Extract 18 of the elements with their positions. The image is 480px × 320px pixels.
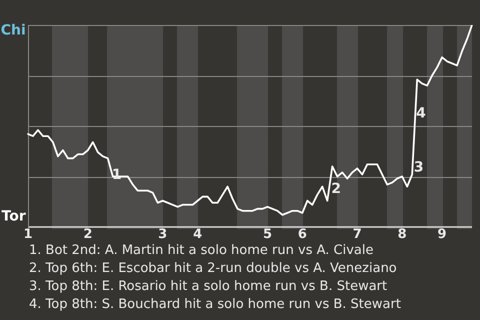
x-tick-label: 2 (83, 227, 92, 242)
x-tick-label: 8 (398, 227, 407, 242)
text: Tor (2, 208, 26, 225)
x-tick-label: 4 (193, 227, 202, 242)
annotation: 3 (414, 159, 424, 176)
text: 1. Bot 2nd: A. Martin hit a solo home run vs A. Civale (29, 242, 374, 260)
x-tick-label: 1 (23, 227, 33, 242)
x-tick-label: 7 (352, 227, 362, 242)
text: Chi (0, 22, 26, 39)
annotation: 2 (331, 181, 342, 198)
annotation: 4 (416, 106, 426, 122)
x-tick-label: 6 (298, 227, 307, 242)
x-tick-label: 3 (158, 227, 168, 242)
x-tick-label: 5 (262, 227, 272, 242)
x-tick-label: 9 (438, 227, 447, 242)
text: 2. Top 6th: E. Escobar hit a 2-run double vs A. Veneziano (29, 260, 398, 278)
text: 4. Top 8th: S. Bouchard hit a solo home run vs B. Stewart (29, 296, 401, 314)
text: 3. Top 8th: E. Rosario hit a solo home run vs B. Stewart (29, 278, 388, 296)
